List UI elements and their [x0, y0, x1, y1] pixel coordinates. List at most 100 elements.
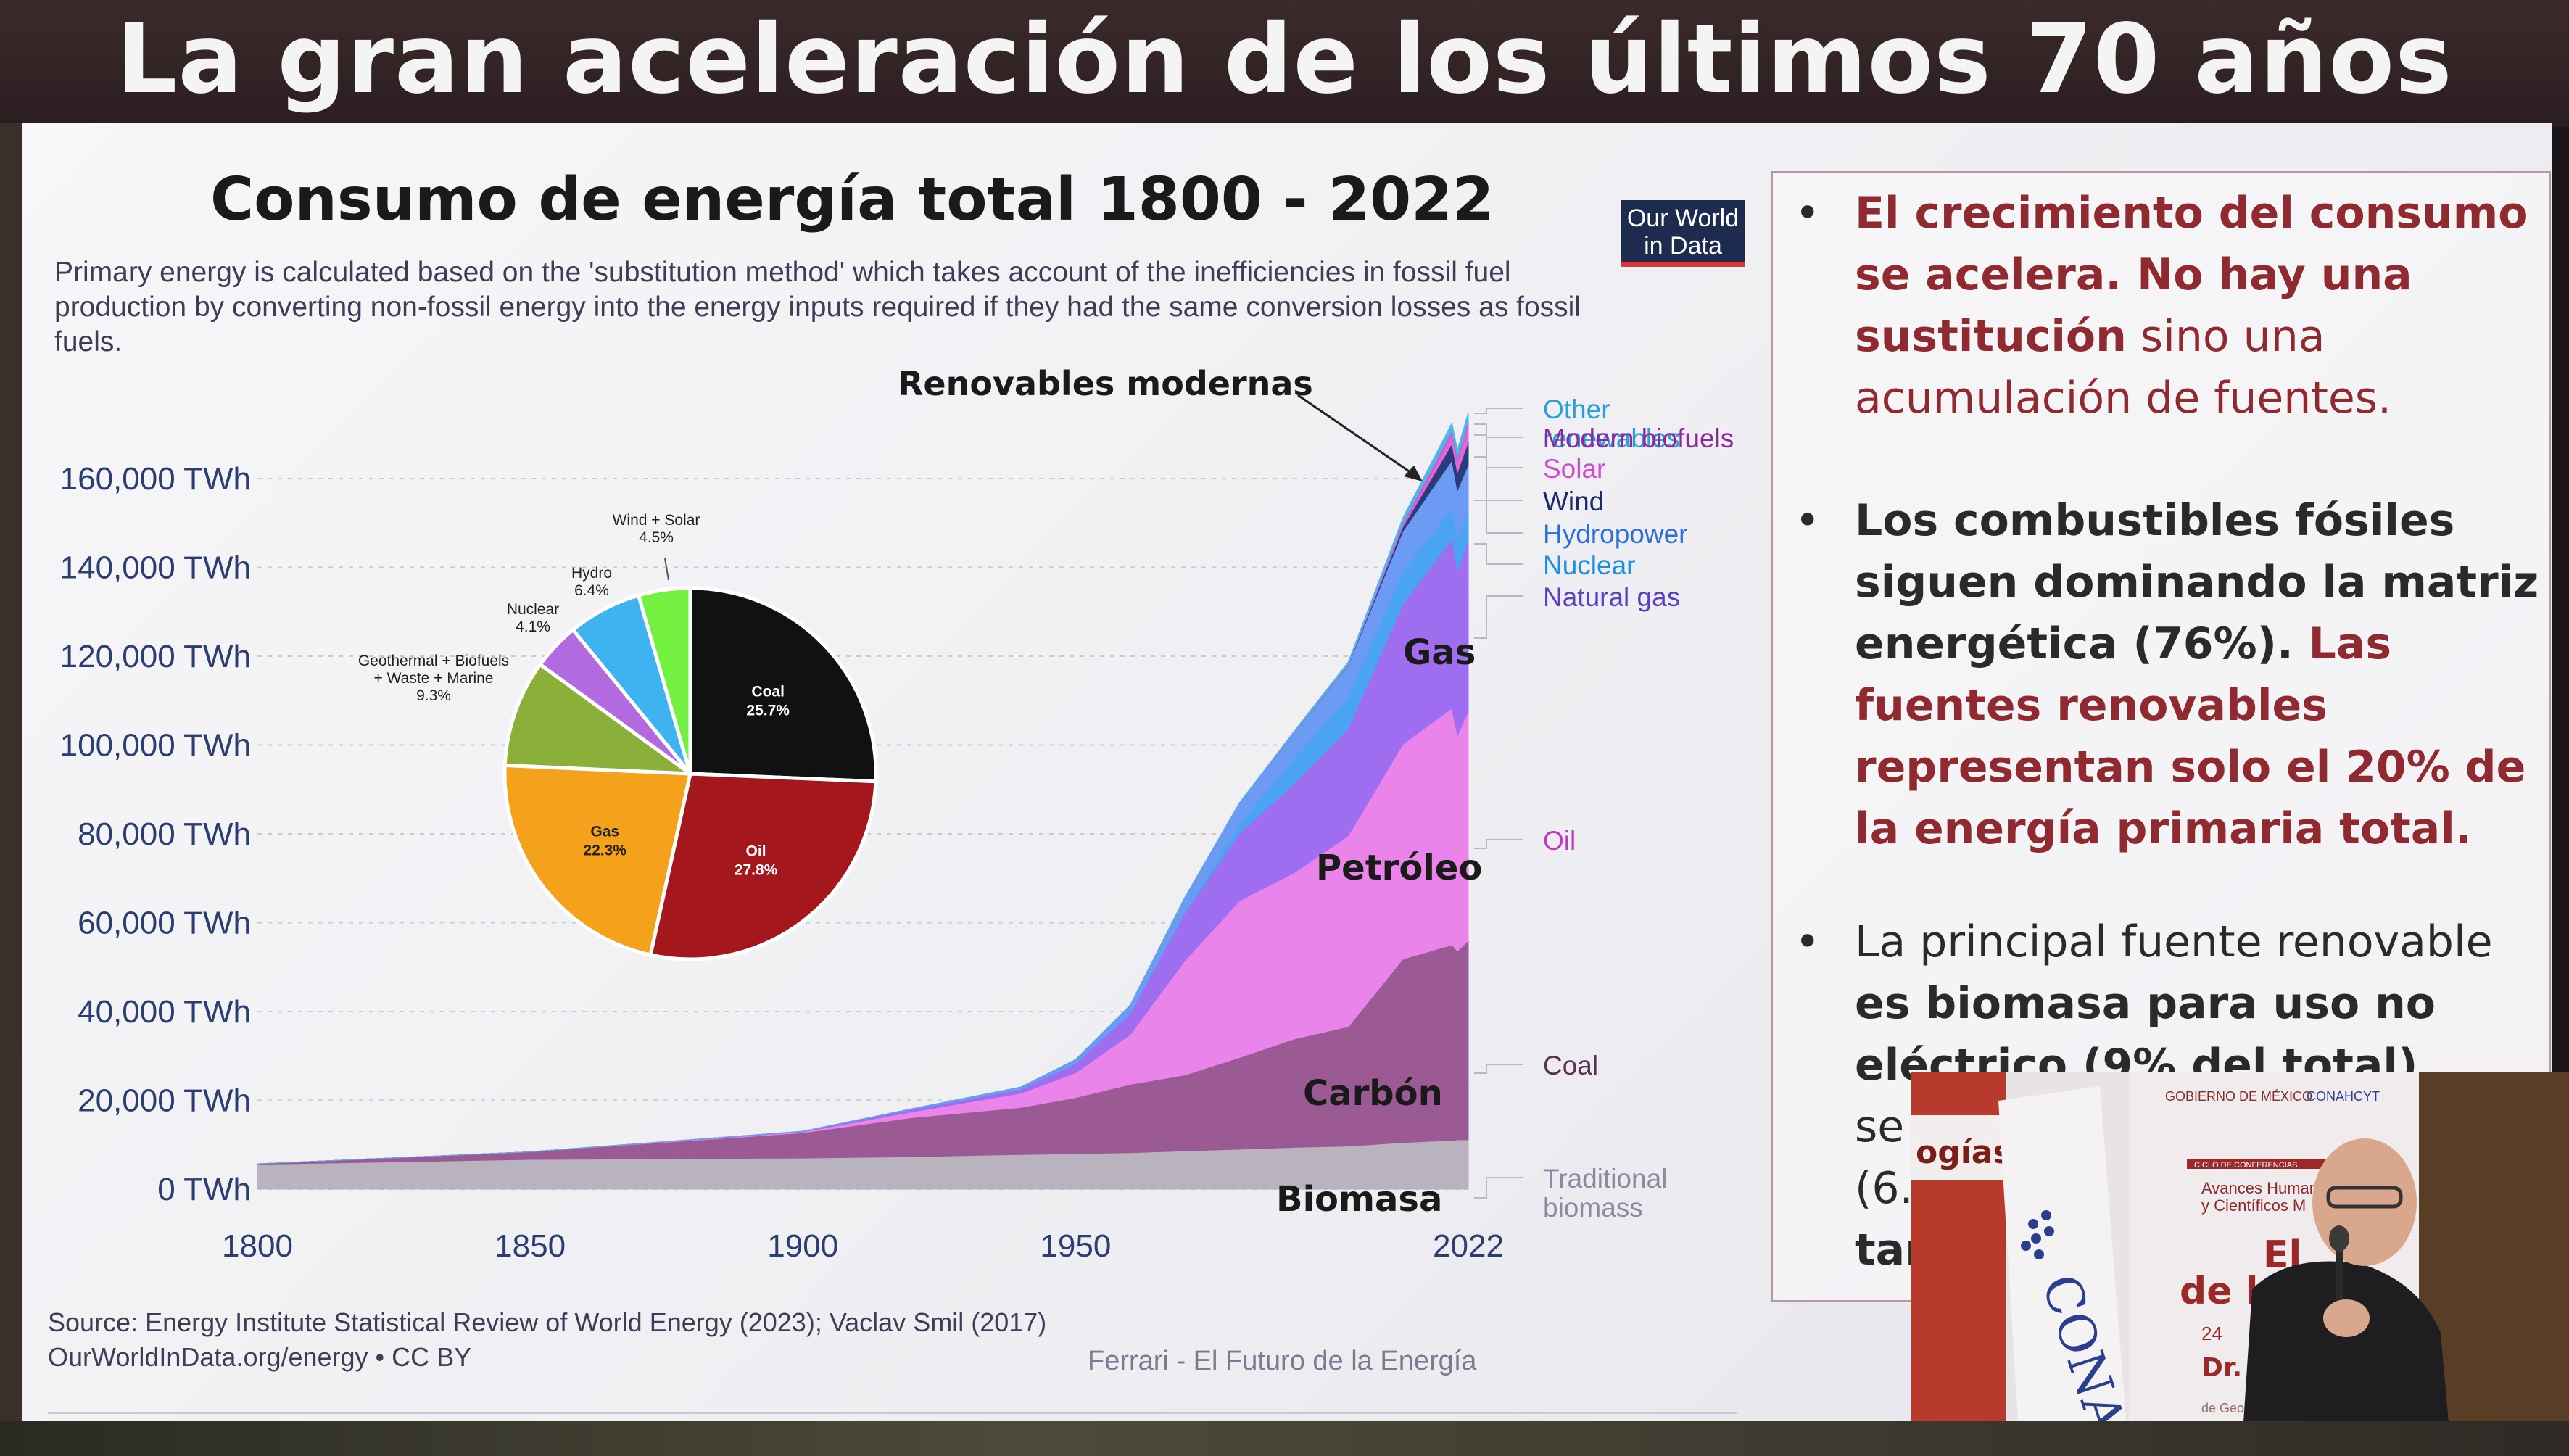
coal-area-label: Carbón	[1303, 1073, 1443, 1114]
legend-leader	[1474, 839, 1523, 849]
pie-outer-pct: 9.3%	[416, 687, 451, 704]
pie-outer-pct: 4.5%	[639, 529, 674, 546]
legend-label: Modern biofuels	[1543, 423, 1734, 453]
source-line2: OurWorldInData.org/energy • CC BY	[48, 1342, 472, 1372]
chart-source: Source: Energy Institute Statistical Rev…	[48, 1305, 1046, 1375]
x-tick-label: 1800	[222, 1228, 293, 1264]
bullet-segment: sustitución	[1855, 311, 2127, 362]
bullet-line: representan solo el 20% de	[1855, 737, 2551, 798]
bullet-line: La principal fuente renovable	[1855, 911, 2551, 973]
bullet-segment: fuentes renovables	[1855, 680, 2328, 731]
speaker-body	[2241, 1261, 2452, 1456]
y-axis-ticks: 0 TWh 20,000 TWh 40,000 TWh 60,000 TWh 80,00…	[60, 461, 251, 1207]
x-tick-label: 1950	[1040, 1228, 1111, 1264]
owid-logo: Our World in Data	[1621, 200, 1745, 267]
pie-chart: Coal 25.7% Oil 27.8% Gas 22.3% Wind + Solar4.5…	[358, 512, 878, 961]
pie-pct: 22.3%	[583, 842, 626, 859]
bullet-text: Los combustibles fósiles siguen dominando…	[1855, 490, 2551, 860]
banner-text: ogías	[1916, 1134, 2012, 1171]
speaker-glasses	[2326, 1186, 2403, 1209]
biomass-area-label: Biomasa	[1276, 1179, 1442, 1220]
pie-outer-label: Wind + Solar	[613, 512, 700, 529]
pie-slice-oil	[648, 772, 878, 961]
pie-pct: 25.7%	[746, 702, 790, 719]
y-tick-label: 80,000 TWh	[78, 816, 251, 852]
legend-leader	[1474, 408, 1523, 414]
footer-divider	[48, 1412, 1737, 1414]
bullet-segment: (6.	[1855, 1163, 1914, 1214]
pie-outer-label: Hydro	[571, 565, 612, 582]
y-tick-label: 40,000 TWh	[78, 994, 251, 1030]
bullet-line: fuentes renovables	[1855, 675, 2551, 737]
poster-logo1: GOBIERNO DE MÉXICO	[2165, 1089, 2312, 1104]
speaker-hand	[2323, 1299, 2370, 1337]
pie-label: Oil	[746, 843, 766, 860]
legend-leader	[1474, 500, 1523, 534]
pie-slice-gas	[502, 763, 693, 957]
gas-area-label: Gas	[1403, 632, 1476, 673]
legend-label: Wind	[1543, 487, 1604, 516]
pie-label: Coal	[751, 683, 785, 700]
chart-subtitle: Primary energy is calculated based on th…	[54, 257, 1581, 357]
pie-slice-coal	[688, 586, 878, 784]
x-tick-label: 2022	[1433, 1228, 1504, 1264]
bullet-segment: energética (76%).	[1855, 619, 2293, 669]
slide-header-band	[0, 0, 2569, 127]
pie-pct: 27.8%	[735, 862, 778, 879]
legend-leader	[1474, 595, 1523, 639]
y-tick-label: 120,000 TWh	[60, 639, 251, 674]
pie-slice-wind	[636, 586, 692, 774]
bullet-segment: representan solo el 20% de	[1855, 742, 2526, 793]
legend-leader	[1474, 434, 1523, 468]
y-tick-label: 0 TWh	[157, 1172, 251, 1207]
logo-line1: Our World	[1626, 204, 1739, 232]
area-labels: Gas Petróleo Carbón Biomasa	[1276, 632, 1482, 1220]
poster-line: Dr.	[2201, 1353, 2242, 1383]
legend-leader	[1474, 423, 1523, 438]
x-tick-label: 1900	[767, 1228, 838, 1264]
bullet-segment: es biomasa para uso no	[1855, 978, 2436, 1029]
camera-scene: ogías CONAHC GOBIERNO DE MÉXICO CONAHCYT…	[1911, 1072, 2569, 1456]
legend-label: Nuclear	[1543, 550, 1636, 580]
renewables-annotation: Renovables modernas	[898, 364, 1423, 481]
legend-leader	[1474, 543, 1523, 565]
y-tick-label: 20,000 TWh	[78, 1083, 251, 1119]
slide-title: La gran aceleración de los últimos 70 añ…	[116, 4, 2453, 115]
annotation-arrow	[1297, 394, 1418, 479]
bullet-line: sustitución sino una	[1855, 306, 2551, 368]
bullet-segment: la energía primaria total.	[1855, 803, 2472, 854]
source-line1: Source: Energy Institute Statistical Rev…	[48, 1307, 1047, 1337]
annotation-arrowhead	[1404, 466, 1423, 481]
x-tick-label: 1850	[495, 1228, 566, 1264]
y-tick-label: 160,000 TWh	[60, 461, 251, 497]
bullet-segment: La principal fuente renovable	[1855, 917, 2493, 967]
bullet-line: es biomasa para uso no	[1855, 973, 2551, 1035]
pie-slice-geothermal	[502, 661, 697, 776]
bullet-line: se acelera. No hay una	[1855, 244, 2551, 306]
poster-line: 24	[2201, 1323, 2222, 1344]
bullet-segment: se acelera. No hay una	[1855, 249, 2412, 300]
bullet-line: siguen dominando la matriz	[1855, 552, 2551, 613]
microphone	[2336, 1240, 2343, 1312]
bullet-line: (6.	[1855, 1158, 2551, 1220]
bullet-segment: sino una	[2126, 311, 2325, 362]
bullet-segment: Las	[2293, 619, 2392, 669]
y-tick-label: 140,000 TWh	[60, 550, 251, 586]
pie-outer-pct: 6.4%	[574, 582, 609, 599]
legend-label: Hydropower	[1543, 519, 1687, 549]
legend-leader	[1474, 456, 1523, 501]
bullet-segment: Los combustibles fósiles	[1855, 495, 2455, 546]
pie-label: Gas	[590, 823, 619, 840]
legend-label: Coal	[1543, 1051, 1598, 1080]
bullet-segment: se	[1855, 1101, 1905, 1152]
legend-label: Other renewables	[1543, 394, 1680, 453]
chart-title: Consumo de energía total 1800 - 2022	[210, 165, 1494, 234]
bullet-line: energética (76%). Las	[1855, 613, 2551, 675]
pie-outer-pct: 4.1%	[516, 619, 550, 635]
legend-label: Traditional biomass	[1543, 1164, 1667, 1223]
speaker-camera-overlay: ogías CONAHC GOBIERNO DE MÉXICO CONAHCYT…	[1911, 1072, 2569, 1456]
slide-credit: Ferrari - El Futuro de la Energía	[1088, 1346, 1477, 1376]
bullet-line: El crecimiento del consumo	[1855, 183, 2551, 244]
y-tick-label: 100,000 TWh	[60, 728, 251, 764]
